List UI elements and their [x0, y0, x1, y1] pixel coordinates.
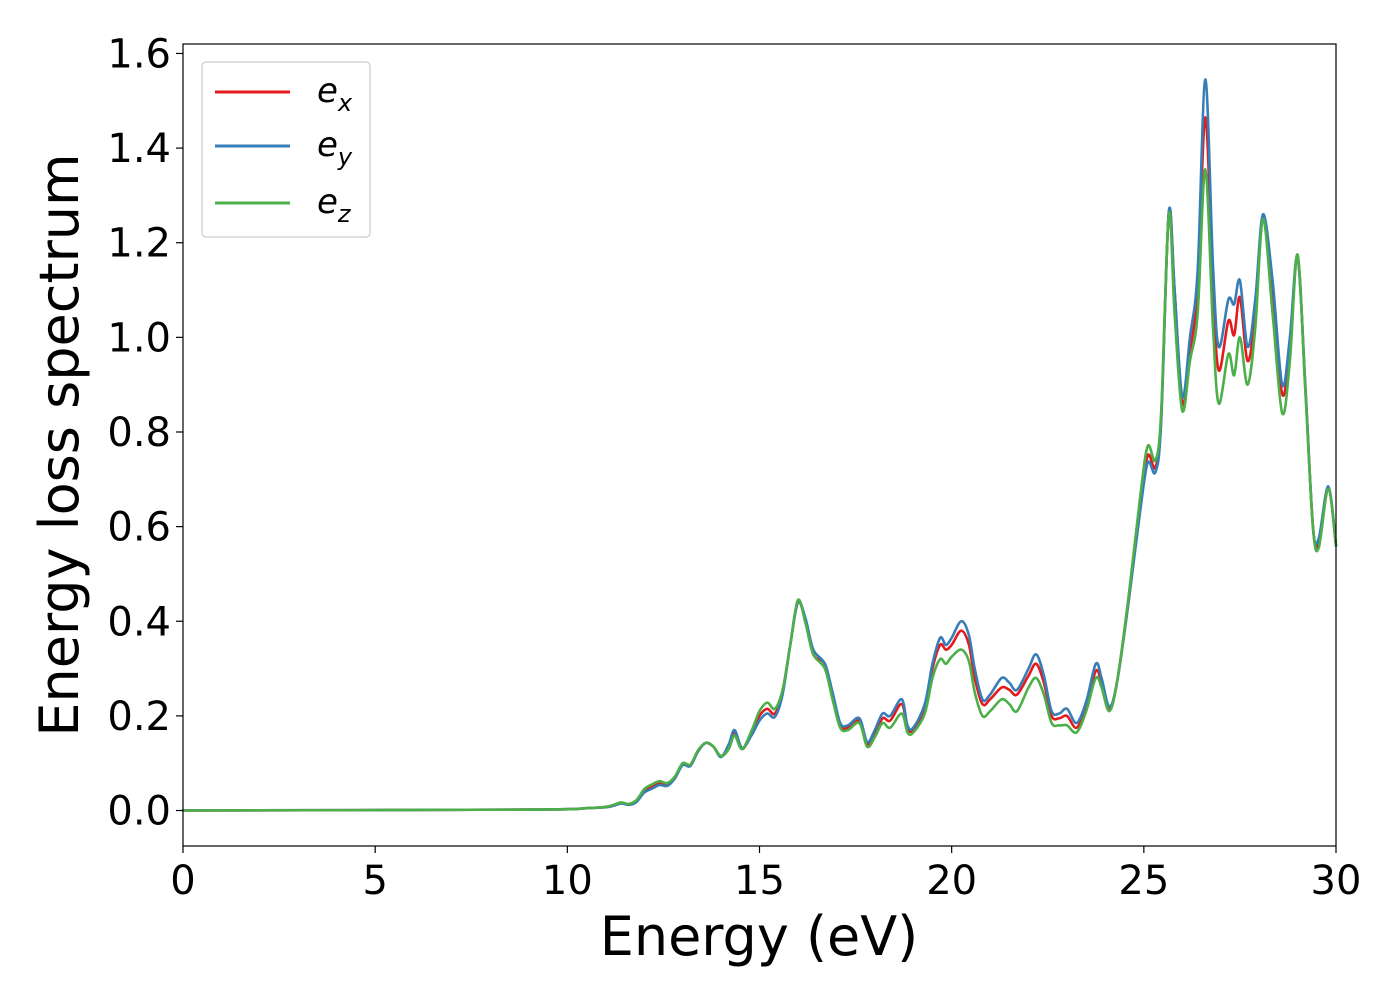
y-tick-label: 1.0 — [107, 315, 171, 361]
y-tick-label: 1.2 — [107, 221, 171, 267]
legend-box — [201, 61, 371, 238]
y-tick-label: 0.8 — [107, 410, 171, 456]
x-tick-label: 20 — [926, 858, 977, 904]
y-tick-label: 1.6 — [107, 31, 171, 77]
y-tick-label: 0.6 — [107, 505, 171, 551]
series-layer — [181, 78, 1338, 812]
y-tick-label: 0.4 — [107, 599, 171, 645]
x-tick-label: 30 — [1311, 858, 1362, 904]
x-axis-ticks: 0 5 10 15 20 25 30 — [170, 846, 1361, 904]
y-tick-label: 1.4 — [107, 126, 171, 172]
legend-label-y: ey — [317, 125, 353, 171]
x-tick-label: 25 — [1118, 858, 1169, 904]
x-tick-label: 10 — [542, 858, 593, 904]
x-tick-label: 15 — [734, 858, 785, 904]
y-tick-label: 0.2 — [107, 694, 171, 740]
x-tick-label: 5 — [362, 858, 387, 904]
series-line-z — [181, 168, 1338, 812]
y-tick-label: 0.0 — [107, 789, 171, 835]
y-axis-ticks: 0.0 0.2 0.4 0.6 0.8 1.0 1.2 1.4 1.6 — [107, 31, 183, 835]
x-axis-title: Energy (eV) — [600, 905, 919, 968]
y-axis-title: Energy loss spectrum — [28, 153, 91, 736]
x-tick-label: 0 — [170, 858, 195, 904]
